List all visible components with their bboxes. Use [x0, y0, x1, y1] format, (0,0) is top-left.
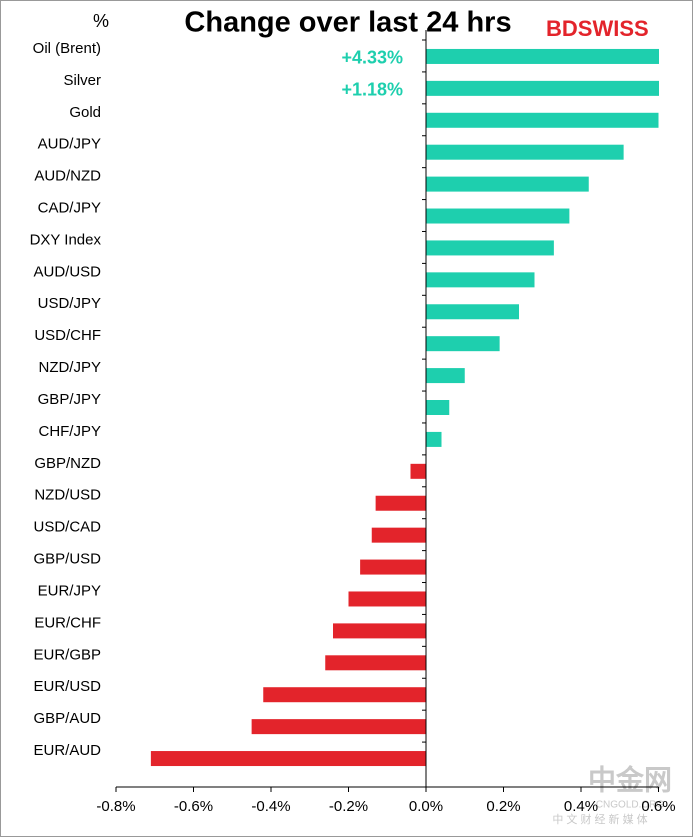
- y-tick-label: CHF/JPY: [38, 423, 101, 440]
- bar: [348, 591, 426, 607]
- logo: BDSWISS: [546, 16, 649, 41]
- value-label: +1.18%: [341, 80, 403, 100]
- y-tick-label: CAD/JPY: [38, 199, 101, 216]
- y-tick-label: USD/JPY: [38, 295, 101, 312]
- bar: [426, 368, 465, 384]
- bar: [426, 400, 450, 415]
- y-tick-label: GBP/AUD: [33, 710, 101, 727]
- unit-label: %: [93, 11, 109, 31]
- bar: [426, 48, 659, 64]
- y-tick-label: NZD/JPY: [38, 359, 101, 376]
- bar: [426, 336, 500, 352]
- chart-title: Change over last 24 hrs: [184, 7, 511, 39]
- bar: [426, 176, 589, 192]
- watermark-slogan: 中 文 财 经 新 媒 体: [552, 812, 647, 826]
- y-tick-label: EUR/GBP: [33, 646, 101, 663]
- y-tick-label: Gold: [69, 104, 101, 121]
- y-tick-label: Silver: [63, 72, 101, 89]
- y-tick-label: USD/CAD: [33, 519, 101, 536]
- y-tick-label: GBP/NZD: [34, 455, 101, 472]
- bar: [251, 719, 426, 735]
- bar: [410, 463, 426, 479]
- y-tick-label: GBP/JPY: [38, 391, 101, 408]
- bar: [360, 559, 426, 575]
- bar: [426, 112, 659, 128]
- y-tick-label: Oil (Brent): [33, 40, 101, 57]
- x-tick-label: 0.6%: [641, 798, 675, 815]
- bar: [426, 80, 659, 96]
- plot-area: [150, 48, 659, 767]
- x-tick-label: 0.4%: [564, 798, 598, 815]
- watermark: 中金网: [588, 763, 672, 795]
- y-tick-label: AUD/USD: [33, 263, 101, 280]
- bar: [150, 751, 426, 767]
- bar: [426, 304, 519, 320]
- x-tick-label: -0.2%: [329, 798, 368, 815]
- bar: [426, 240, 554, 256]
- x-tick-label: 0.0%: [409, 798, 443, 815]
- y-tick-label: NZD/USD: [34, 487, 101, 504]
- x-tick-label: -0.8%: [96, 798, 135, 815]
- bar: [426, 208, 570, 224]
- watermark-site: CNGOLD.ORG: [596, 800, 665, 811]
- bar: [426, 144, 624, 160]
- x-tick-label: -0.6%: [174, 798, 213, 815]
- y-tick-label: USD/CHF: [34, 327, 101, 344]
- bar: [325, 655, 426, 671]
- x-tick-label: 0.2%: [486, 798, 520, 815]
- bar: [263, 687, 426, 703]
- y-tick-label: EUR/JPY: [38, 582, 101, 599]
- bar: [426, 431, 442, 447]
- value-label: +4.33%: [341, 48, 403, 68]
- x-tick-label: -0.4%: [251, 798, 290, 815]
- y-tick-label: GBP/USD: [33, 551, 101, 568]
- bar: [371, 527, 426, 543]
- y-tick-label: AUD/NZD: [34, 168, 101, 185]
- y-tick-label: EUR/AUD: [33, 742, 101, 759]
- y-tick-label: EUR/CHF: [34, 614, 101, 631]
- bar: [333, 623, 426, 639]
- y-tick-label: AUD/JPY: [38, 136, 101, 153]
- y-tick-label: DXY Index: [30, 231, 102, 248]
- bar: [375, 495, 426, 511]
- y-tick-label: EUR/USD: [33, 678, 101, 695]
- bar: [426, 272, 535, 288]
